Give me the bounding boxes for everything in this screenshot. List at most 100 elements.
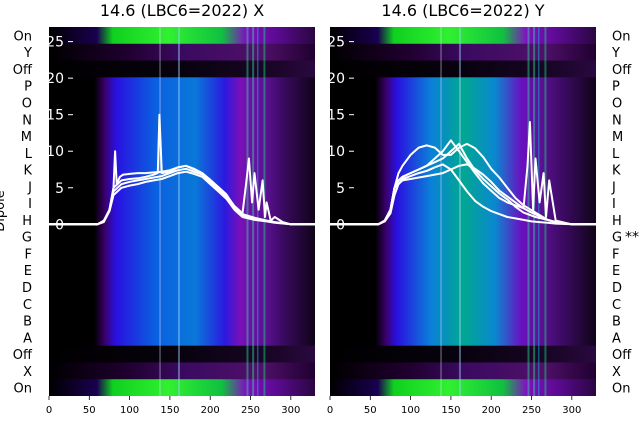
dipole-label: G <box>612 231 622 246</box>
heatmap-streak <box>256 27 259 396</box>
heatmap-row <box>49 194 315 213</box>
data-lines <box>330 121 596 226</box>
series-line <box>330 163 596 226</box>
y-tick-label: 20 <box>46 71 64 87</box>
dipole-label: L <box>612 147 620 162</box>
x-tick-label: 50 <box>83 405 96 416</box>
x-tick-label: 100 <box>401 405 420 416</box>
x-tick-label: 200 <box>482 405 501 416</box>
heatmap-image <box>49 27 315 396</box>
dipole-label: Off <box>612 63 632 78</box>
heatmap-row <box>330 127 596 146</box>
dipole-label: K <box>612 164 621 179</box>
dipole-label: B <box>23 315 32 330</box>
panel-x: 14.6 (LBC6=2022) X Dipole 0 50 100 150 200 25… <box>0 1 315 416</box>
heatmap-row <box>49 110 315 129</box>
dipole-label: D <box>22 281 32 296</box>
heatmap-row <box>49 328 315 347</box>
heatmap-row <box>330 261 596 280</box>
dipole-label: C <box>23 298 32 313</box>
x-tick-label: 300 <box>562 405 581 416</box>
x-tick-label: 200 <box>201 405 220 416</box>
dipole-label: I <box>28 197 32 212</box>
dipole-label: N <box>612 113 622 128</box>
heatmap-row <box>330 110 596 129</box>
heatmap-row <box>330 194 596 213</box>
heatmap-row <box>330 43 596 62</box>
y-tick-label: 25 <box>327 35 345 51</box>
series-line <box>330 142 596 226</box>
heatmap-row <box>330 345 596 364</box>
x-tick-label: 0 <box>327 405 333 416</box>
x-axis: 0 50 100 150 200 250 300 <box>46 396 300 416</box>
heatmap-row <box>49 27 315 45</box>
series-line <box>49 170 315 226</box>
panel-y: 14.6 (LBC6=2022) Y 0 50 100 150 200 250 300 0 5… <box>327 1 639 416</box>
x-tick-label: 150 <box>441 405 460 416</box>
x-tick-label: 300 <box>281 405 300 416</box>
heatmap-row <box>49 261 315 280</box>
dipole-label: J <box>27 180 32 195</box>
dipole-label: K <box>23 164 32 179</box>
heatmap-row <box>49 312 315 330</box>
dipole-label: On <box>612 29 630 44</box>
heatmap-streak <box>177 27 180 396</box>
chart-title: 14.6 (LBC6=2022) Y <box>381 1 544 20</box>
series-line <box>330 121 596 226</box>
dipole-label: D <box>612 281 622 296</box>
dipole-label: Off <box>13 63 33 78</box>
heatmap-row <box>49 127 315 146</box>
x-tick-label: 100 <box>120 405 139 416</box>
y-tick-label: 10 <box>327 144 345 160</box>
heatmap-row <box>49 77 315 95</box>
heatmap-row <box>330 312 596 330</box>
y-tick-label: 15 <box>46 108 64 124</box>
x-tick-label: 250 <box>522 405 541 416</box>
dipole-marker: ** <box>625 230 639 246</box>
heatmap-row <box>330 60 596 78</box>
y-tick-label: 5 <box>55 181 64 197</box>
heatmap-row <box>49 177 315 196</box>
dipole-label: On <box>14 29 32 44</box>
dipole-label: E <box>24 264 32 279</box>
dipole-label: C <box>612 298 621 313</box>
y-tick-label: 5 <box>336 181 345 197</box>
dipole-label: J <box>611 180 616 195</box>
heatmap-row <box>49 245 315 263</box>
heatmap-row <box>49 94 315 112</box>
dipole-label: L <box>25 147 33 162</box>
heatmap-row <box>49 60 315 78</box>
y-tick-label: 25 <box>46 35 64 51</box>
y-tick-label: 20 <box>327 71 345 87</box>
heatmap-row <box>330 245 596 263</box>
heatmap-row <box>49 362 315 380</box>
series-line <box>330 142 596 226</box>
heatmap-row <box>49 278 315 296</box>
dipole-label: A <box>612 331 621 346</box>
heatmap-row <box>49 295 315 313</box>
x-axis: 0 50 100 150 200 250 300 <box>327 396 581 416</box>
heatmap-row <box>330 27 596 45</box>
heatmap-image <box>330 27 596 396</box>
dipole-label: Off <box>612 348 632 363</box>
chart-title: 14.6 (LBC6=2022) X <box>100 1 264 20</box>
dipole-label: Y <box>23 46 32 61</box>
dipole-label: On <box>612 382 630 397</box>
dipole-label: N <box>22 113 32 128</box>
heatmap-row <box>49 211 315 229</box>
heatmap-row <box>330 328 596 347</box>
dipole-label: O <box>612 96 622 111</box>
heatmap-row <box>330 295 596 313</box>
heatmap-row <box>49 228 315 246</box>
x-tick-label: 250 <box>241 405 260 416</box>
dipole-label: O <box>22 96 32 111</box>
heatmap-streak <box>537 27 540 396</box>
data-lines <box>49 113 315 226</box>
heatmap-row <box>49 345 315 364</box>
dipole-label: A <box>23 331 32 346</box>
dipole-label: P <box>24 80 32 95</box>
dipole-label: Y <box>611 46 620 61</box>
heatmap-row <box>330 77 596 95</box>
